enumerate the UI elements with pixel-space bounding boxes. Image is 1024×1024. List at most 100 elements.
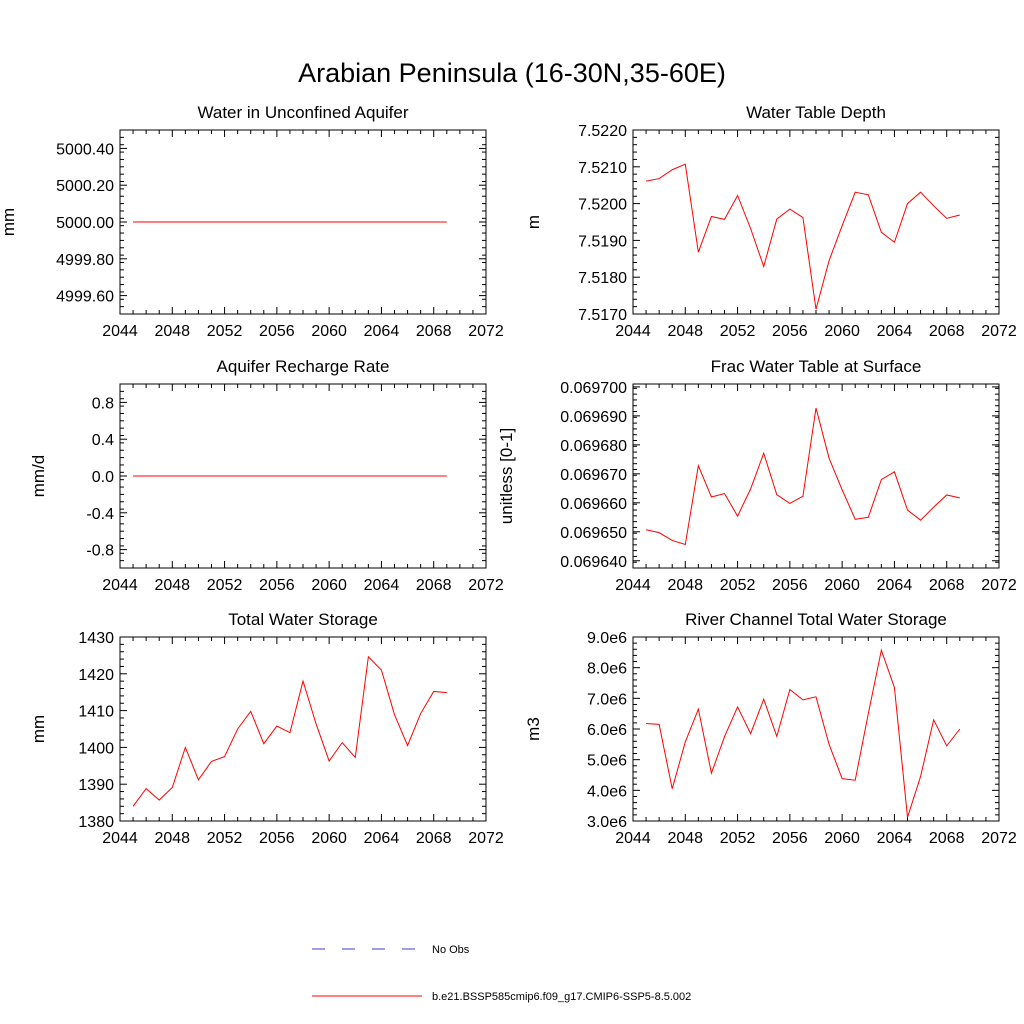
y-tick-label: 5.0e6 (587, 753, 627, 770)
x-tick-label: 2056 (772, 577, 808, 594)
y-tick-label: 7.5210 (578, 160, 627, 177)
x-tick-label: 2044 (102, 577, 138, 594)
x-tick-label: 2064 (877, 323, 913, 340)
x-tick-label: 2072 (981, 830, 1017, 847)
y-tick-label: 1400 (78, 740, 114, 757)
x-tick-label: 2064 (877, 577, 913, 594)
x-tick-label: 2056 (772, 830, 808, 847)
y-tick-label: 0.069650 (560, 525, 627, 542)
x-tick-label: 2068 (929, 830, 965, 847)
y-tick-label: 0.4 (92, 432, 114, 449)
x-tick-label: 2056 (259, 577, 295, 594)
panel-2: Water Table Depth m 2044 2048 2052 2056 2060 20… (524, 103, 1017, 340)
x-tick-label: 2044 (615, 323, 651, 340)
y-tick-label: 4999.80 (56, 252, 114, 269)
y-tick-label: 5000.40 (56, 141, 114, 158)
panel-1: Water in Unconfined Aquifer mm 2044 2048 205… (0, 103, 504, 340)
plot-frame (632, 129, 1000, 315)
y-tick-label: 5000.00 (56, 215, 114, 232)
panel-4: Frac Water Table at Surface unitless [0-1… (497, 357, 1017, 594)
panel-6: River Channel Total Water Storage m3 2044 2… (524, 610, 1017, 847)
y-tick-label: 7.5220 (578, 123, 627, 140)
y-axis-label: m (524, 215, 543, 229)
y-tick-label: 1380 (78, 814, 114, 831)
y-axis-label: m3 (524, 717, 543, 741)
x-tick-label: 2052 (207, 830, 243, 847)
panel-title: Water Table Depth (746, 103, 886, 122)
y-tick-label: 0.069700 (560, 380, 627, 397)
y-axis-label: mm (29, 715, 48, 743)
x-tick-label: 2072 (468, 323, 504, 340)
y-tick-label: 0.0 (92, 469, 114, 486)
x-tick-label: 2056 (772, 323, 808, 340)
x-tick-label: 2056 (259, 323, 295, 340)
y-tick-label: 0.069660 (560, 496, 627, 513)
series-line (645, 407, 960, 546)
x-tick-label: 2060 (824, 577, 860, 594)
y-tick-label: 5000.20 (56, 178, 114, 195)
x-tick-label: 2048 (154, 577, 190, 594)
x-tick-label: 2072 (981, 323, 1017, 340)
y-axis-label: unitless [0-1] (497, 428, 516, 524)
x-tick-label: 2060 (311, 577, 347, 594)
y-tick-label: 0.069680 (560, 438, 627, 455)
x-tick-label: 2048 (154, 323, 190, 340)
x-tick-label: 2052 (207, 577, 243, 594)
plot-frame (632, 383, 1000, 569)
y-tick-label: 0.069690 (560, 409, 627, 426)
y-tick-label: 7.5180 (578, 270, 627, 287)
x-tick-label: 2060 (824, 830, 860, 847)
y-tick-label: 7.5170 (578, 307, 627, 324)
legend: No Obs b.e21.BSSP585cmip6.f09_g17.CMIP6-… (312, 944, 691, 1003)
x-tick-label: 2060 (824, 323, 860, 340)
legend-label-model: b.e21.BSSP585cmip6.f09_g17.CMIP6-SSP5-8.… (432, 991, 691, 1003)
y-tick-label: 6.0e6 (587, 722, 627, 739)
y-tick-label: 3.0e6 (587, 814, 627, 831)
panel-3: Aquifer Recharge Rate mm/d 2044 2048 2052 205… (29, 357, 504, 594)
panel-title: Frac Water Table at Surface (711, 357, 922, 376)
y-tick-label: 8.0e6 (587, 661, 627, 678)
x-tick-label: 2048 (154, 830, 190, 847)
y-tick-label: 1410 (78, 704, 114, 721)
y-tick-label: 0.069670 (560, 467, 627, 484)
y-axis-label: mm (0, 208, 18, 236)
series-line (646, 648, 961, 818)
x-tick-label: 2068 (929, 577, 965, 594)
series-line (132, 655, 447, 807)
x-tick-label: 2064 (877, 830, 913, 847)
legend-label-no-obs: No Obs (432, 944, 470, 956)
y-tick-label: 7.5190 (578, 233, 627, 250)
plot-frame (632, 636, 1000, 822)
figure-title: Arabian Peninsula (16-30N,35-60E) (298, 58, 726, 88)
x-tick-label: 2044 (615, 830, 651, 847)
x-tick-label: 2072 (468, 577, 504, 594)
x-tick-label: 2048 (667, 830, 703, 847)
x-tick-label: 2056 (259, 830, 295, 847)
panel-5: Total Water Storage mm 2044 2048 2052 2056 206… (29, 610, 504, 847)
series-line (645, 163, 960, 310)
x-tick-label: 2052 (207, 323, 243, 340)
x-tick-label: 2064 (364, 577, 400, 594)
x-tick-label: 2068 (929, 323, 965, 340)
y-tick-label: 7.5200 (578, 197, 627, 214)
y-axis-label: mm/d (29, 455, 48, 498)
x-tick-label: 2064 (364, 323, 400, 340)
x-tick-label: 2072 (981, 577, 1017, 594)
x-tick-label: 2044 (615, 577, 651, 594)
panel-title: Water in Unconfined Aquifer (197, 103, 408, 122)
panel-title: River Channel Total Water Storage (685, 610, 947, 629)
y-tick-label: 1390 (78, 777, 114, 794)
x-tick-label: 2052 (720, 577, 756, 594)
x-tick-label: 2068 (416, 577, 452, 594)
x-tick-label: 2052 (720, 323, 756, 340)
y-tick-label: 9.0e6 (587, 630, 627, 647)
x-tick-label: 2044 (102, 323, 138, 340)
x-tick-label: 2048 (667, 323, 703, 340)
x-tick-label: 2048 (667, 577, 703, 594)
panel-title: Total Water Storage (228, 610, 378, 629)
plot-frame (119, 636, 487, 822)
y-tick-label: 0.8 (92, 395, 114, 412)
x-tick-label: 2068 (416, 830, 452, 847)
x-tick-label: 2060 (311, 323, 347, 340)
